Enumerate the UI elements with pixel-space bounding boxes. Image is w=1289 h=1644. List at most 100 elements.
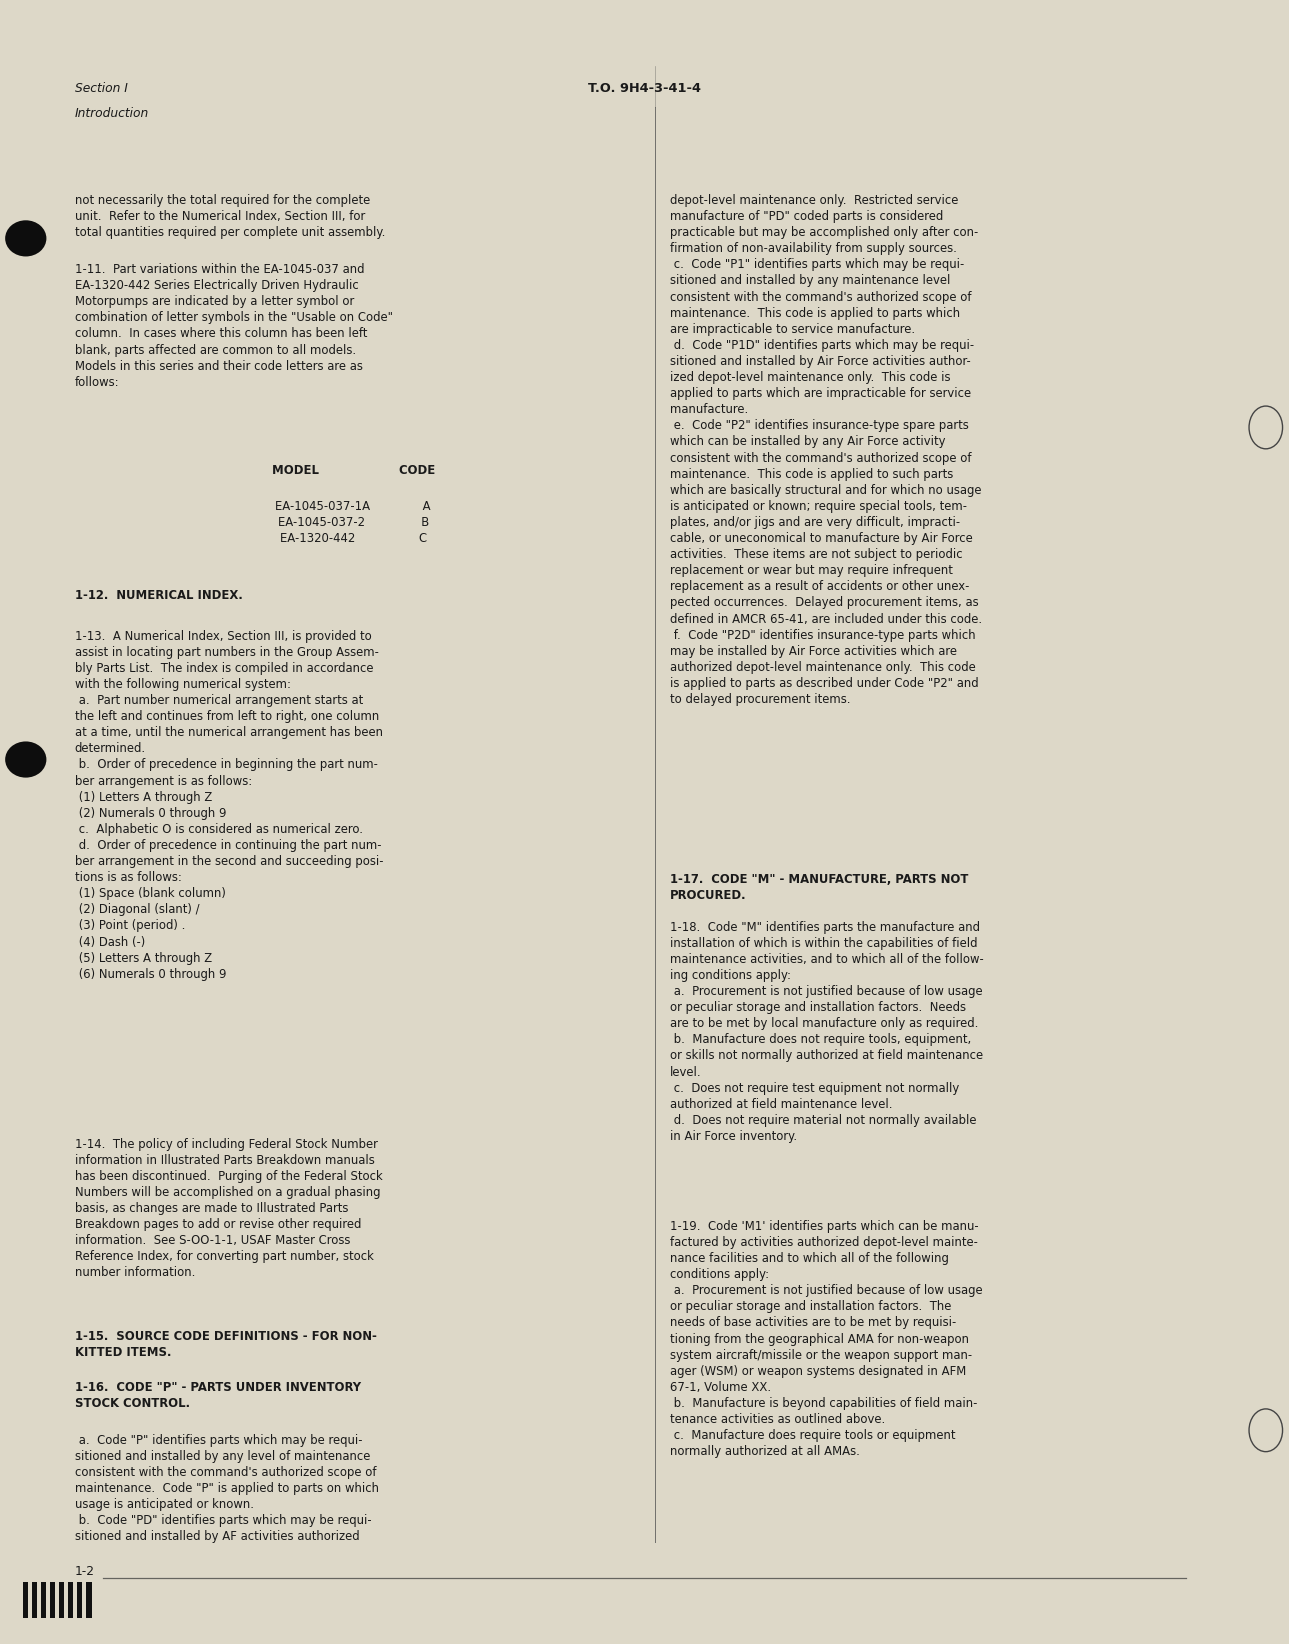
Text: MODEL                    CODE: MODEL CODE bbox=[272, 464, 434, 477]
Text: number information.: number information. bbox=[75, 1266, 195, 1279]
Text: Motorpumps are indicated by a letter symbol or: Motorpumps are indicated by a letter sym… bbox=[75, 296, 354, 307]
Text: maintenance.  This code is applied to such parts: maintenance. This code is applied to suc… bbox=[670, 467, 954, 480]
Bar bbox=[23, 1582, 28, 1618]
Text: a.  Part number numerical arrangement starts at: a. Part number numerical arrangement sta… bbox=[75, 694, 363, 707]
Text: or skills not normally authorized at field maintenance: or skills not normally authorized at fie… bbox=[670, 1049, 984, 1062]
Text: a.  Procurement is not justified because of low usage: a. Procurement is not justified because … bbox=[670, 985, 984, 998]
Bar bbox=[77, 1582, 82, 1618]
Text: b.  Manufacture does not require tools, equipment,: b. Manufacture does not require tools, e… bbox=[670, 1034, 972, 1046]
Text: column.  In cases where this column has been left: column. In cases where this column has b… bbox=[75, 327, 367, 340]
Ellipse shape bbox=[5, 220, 46, 256]
Text: (2) Numerals 0 through 9: (2) Numerals 0 through 9 bbox=[75, 807, 227, 820]
Text: (4) Dash (-): (4) Dash (-) bbox=[75, 935, 144, 949]
Text: maintenance.  This code is applied to parts which: maintenance. This code is applied to par… bbox=[670, 307, 960, 319]
Text: cable, or uneconomical to manufacture by Air Force: cable, or uneconomical to manufacture by… bbox=[670, 533, 973, 546]
Text: a.  Code "P" identifies parts which may be requi-: a. Code "P" identifies parts which may b… bbox=[75, 1434, 362, 1447]
Bar bbox=[32, 1582, 37, 1618]
Text: practicable but may be accomplished only after con-: practicable but may be accomplished only… bbox=[670, 227, 978, 238]
Text: d.  Does not require material not normally available: d. Does not require material not normall… bbox=[670, 1115, 977, 1126]
Text: d.  Code "P1D" identifies parts which may be requi-: d. Code "P1D" identifies parts which may… bbox=[670, 339, 974, 352]
Text: (6) Numerals 0 through 9: (6) Numerals 0 through 9 bbox=[75, 968, 227, 981]
Text: usage is anticipated or known.: usage is anticipated or known. bbox=[75, 1498, 254, 1511]
Text: has been discontinued.  Purging of the Federal Stock: has been discontinued. Purging of the Fe… bbox=[75, 1171, 383, 1182]
Text: e.  Code "P2" identifies insurance-type spare parts: e. Code "P2" identifies insurance-type s… bbox=[670, 419, 969, 432]
Text: sitioned and installed by Air Force activities author-: sitioned and installed by Air Force acti… bbox=[670, 355, 971, 368]
Text: (5) Letters A through Z: (5) Letters A through Z bbox=[75, 952, 211, 965]
Text: EA-1045-037-1A              A: EA-1045-037-1A A bbox=[276, 500, 431, 513]
Text: nance facilities and to which all of the following: nance facilities and to which all of the… bbox=[670, 1253, 949, 1264]
Text: in Air Force inventory.: in Air Force inventory. bbox=[670, 1129, 798, 1143]
Text: b.  Manufacture is beyond capabilities of field main-: b. Manufacture is beyond capabilities of… bbox=[670, 1397, 977, 1411]
Text: sitioned and installed by any level of maintenance: sitioned and installed by any level of m… bbox=[75, 1450, 370, 1463]
Bar bbox=[86, 1582, 92, 1618]
Text: c.  Code "P1" identifies parts which may be requi-: c. Code "P1" identifies parts which may … bbox=[670, 258, 964, 271]
Text: total quantities required per complete unit assembly.: total quantities required per complete u… bbox=[75, 227, 385, 238]
Text: consistent with the command's authorized scope of: consistent with the command's authorized… bbox=[670, 452, 972, 465]
Text: tenance activities as outlined above.: tenance activities as outlined above. bbox=[670, 1414, 886, 1425]
Text: Section I: Section I bbox=[75, 82, 128, 95]
Text: 1-16.  CODE "P" - PARTS UNDER INVENTORY: 1-16. CODE "P" - PARTS UNDER INVENTORY bbox=[75, 1381, 361, 1394]
Text: replacement as a result of accidents or other unex-: replacement as a result of accidents or … bbox=[670, 580, 969, 593]
Text: defined in AMCR 65-41, are included under this code.: defined in AMCR 65-41, are included unde… bbox=[670, 613, 982, 626]
Text: ager (WSM) or weapon systems designated in AFM: ager (WSM) or weapon systems designated … bbox=[670, 1365, 967, 1378]
Text: b.  Code "PD" identifies parts which may be requi-: b. Code "PD" identifies parts which may … bbox=[75, 1514, 371, 1527]
Text: the left and continues from left to right, one column: the left and continues from left to righ… bbox=[75, 710, 379, 723]
Bar bbox=[59, 1582, 64, 1618]
Text: 1-14.  The policy of including Federal Stock Number: 1-14. The policy of including Federal St… bbox=[75, 1138, 378, 1151]
Text: pected occurrences.  Delayed procurement items, as: pected occurrences. Delayed procurement … bbox=[670, 597, 978, 610]
Text: EA-1320-442                 C: EA-1320-442 C bbox=[280, 533, 427, 544]
Text: sitioned and installed by any maintenance level: sitioned and installed by any maintenanc… bbox=[670, 275, 951, 288]
Text: tions is as follows:: tions is as follows: bbox=[75, 871, 182, 884]
Text: 1-19.  Code 'M1' identifies parts which can be manu-: 1-19. Code 'M1' identifies parts which c… bbox=[670, 1220, 978, 1233]
Text: (1) Letters A through Z: (1) Letters A through Z bbox=[75, 791, 211, 804]
Text: are to be met by local manufacture only as required.: are to be met by local manufacture only … bbox=[670, 1018, 978, 1031]
Text: at a time, until the numerical arrangement has been: at a time, until the numerical arrangeme… bbox=[75, 727, 383, 740]
Text: 1-15.  SOURCE CODE DEFINITIONS - FOR NON-: 1-15. SOURCE CODE DEFINITIONS - FOR NON- bbox=[75, 1330, 376, 1343]
Text: conditions apply:: conditions apply: bbox=[670, 1268, 770, 1281]
Text: Reference Index, for converting part number, stock: Reference Index, for converting part num… bbox=[75, 1251, 374, 1263]
Text: replacement or wear but may require infrequent: replacement or wear but may require infr… bbox=[670, 564, 953, 577]
Text: installation of which is within the capabilities of field: installation of which is within the capa… bbox=[670, 937, 978, 950]
Text: ber arrangement in the second and succeeding posi-: ber arrangement in the second and succee… bbox=[75, 855, 383, 868]
Text: authorized depot-level maintenance only.  This code: authorized depot-level maintenance only.… bbox=[670, 661, 976, 674]
Text: f.  Code "P2D" identifies insurance-type parts which: f. Code "P2D" identifies insurance-type … bbox=[670, 628, 976, 641]
Text: 1-2: 1-2 bbox=[75, 1565, 95, 1578]
Text: consistent with the command's authorized scope of: consistent with the command's authorized… bbox=[75, 1466, 376, 1478]
Text: ber arrangement is as follows:: ber arrangement is as follows: bbox=[75, 774, 253, 787]
Text: normally authorized at all AMAs.: normally authorized at all AMAs. bbox=[670, 1445, 860, 1458]
Text: c.  Alphabetic O is considered as numerical zero.: c. Alphabetic O is considered as numeric… bbox=[75, 824, 362, 835]
Text: which are basically structural and for which no usage: which are basically structural and for w… bbox=[670, 483, 982, 496]
Text: (3) Point (period) .: (3) Point (period) . bbox=[75, 919, 186, 932]
Bar bbox=[50, 1582, 55, 1618]
Text: needs of base activities are to be met by requisi-: needs of base activities are to be met b… bbox=[670, 1317, 956, 1330]
Text: with the following numerical system:: with the following numerical system: bbox=[75, 677, 291, 690]
Text: tioning from the geographical AMA for non-weapon: tioning from the geographical AMA for no… bbox=[670, 1333, 969, 1345]
Text: 1-17.  CODE "M" - MANUFACTURE, PARTS NOT: 1-17. CODE "M" - MANUFACTURE, PARTS NOT bbox=[670, 873, 968, 886]
Text: c.  Manufacture does require tools or equipment: c. Manufacture does require tools or equ… bbox=[670, 1429, 955, 1442]
Text: maintenance.  Code "P" is applied to parts on which: maintenance. Code "P" is applied to part… bbox=[75, 1481, 379, 1494]
Text: manufacture.: manufacture. bbox=[670, 403, 749, 416]
Text: system aircraft/missile or the weapon support man-: system aircraft/missile or the weapon su… bbox=[670, 1348, 972, 1361]
Text: which can be installed by any Air Force activity: which can be installed by any Air Force … bbox=[670, 436, 946, 449]
Text: plates, and/or jigs and are very difficult, impracti-: plates, and/or jigs and are very difficu… bbox=[670, 516, 960, 529]
Text: combination of letter symbols in the "Usable on Code": combination of letter symbols in the "Us… bbox=[75, 311, 393, 324]
Text: manufacture of "PD" coded parts is considered: manufacture of "PD" coded parts is consi… bbox=[670, 210, 944, 224]
Text: determined.: determined. bbox=[75, 743, 146, 755]
Text: follows:: follows: bbox=[75, 376, 120, 388]
Text: T.O. 9H4-3-41-4: T.O. 9H4-3-41-4 bbox=[588, 82, 701, 95]
Text: factured by activities authorized depot-level mainte-: factured by activities authorized depot-… bbox=[670, 1236, 978, 1249]
Text: authorized at field maintenance level.: authorized at field maintenance level. bbox=[670, 1098, 893, 1111]
Text: or peculiar storage and installation factors.  Needs: or peculiar storage and installation fac… bbox=[670, 1001, 967, 1014]
Text: depot-level maintenance only.  Restricted service: depot-level maintenance only. Restricted… bbox=[670, 194, 959, 207]
Text: Introduction: Introduction bbox=[75, 107, 150, 120]
Text: 1-11.  Part variations within the EA-1045-037 and: 1-11. Part variations within the EA-1045… bbox=[75, 263, 365, 276]
Text: or peculiar storage and installation factors.  The: or peculiar storage and installation fac… bbox=[670, 1300, 951, 1314]
Text: EA-1045-037-2               B: EA-1045-037-2 B bbox=[277, 516, 429, 529]
Text: STOCK CONTROL.: STOCK CONTROL. bbox=[75, 1397, 189, 1411]
Text: firmation of non-availability from supply sources.: firmation of non-availability from suppl… bbox=[670, 242, 958, 255]
Text: assist in locating part numbers in the Group Assem-: assist in locating part numbers in the G… bbox=[75, 646, 379, 659]
Text: KITTED ITEMS.: KITTED ITEMS. bbox=[75, 1346, 171, 1360]
Text: (1) Space (blank column): (1) Space (blank column) bbox=[75, 888, 226, 901]
Text: ized depot-level maintenance only.  This code is: ized depot-level maintenance only. This … bbox=[670, 372, 951, 385]
Text: not necessarily the total required for the complete: not necessarily the total required for t… bbox=[75, 194, 370, 207]
